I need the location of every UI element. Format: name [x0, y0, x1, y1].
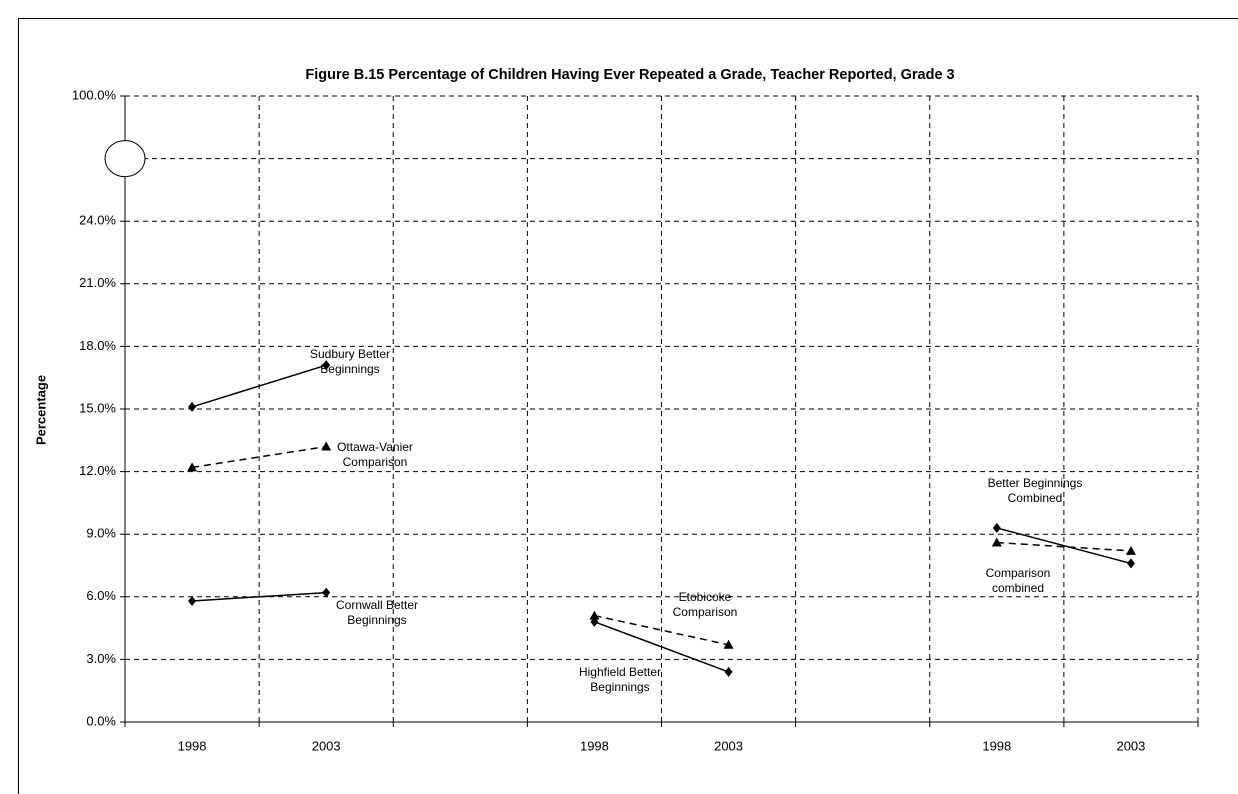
y-tick-label: 18.0%: [79, 338, 116, 353]
series-label: Better Beginnings Combined: [987, 476, 1083, 505]
y-tick-label: 9.0%: [86, 526, 116, 541]
point-marker: [187, 462, 198, 472]
series-label: Comparison combined: [985, 566, 1051, 595]
x-tick-label: 1998: [580, 738, 609, 753]
point-marker: [322, 587, 331, 598]
series-line: [594, 614, 729, 646]
y-tick-label: 12.0%: [79, 463, 116, 478]
y-tick-label: 15.0%: [79, 400, 116, 415]
chart-frame: [18, 18, 1238, 794]
x-tick-label: 2003: [1116, 738, 1145, 753]
point-marker: [724, 666, 733, 677]
y-tick-label: 24.0%: [79, 213, 116, 228]
point-marker: [1126, 558, 1135, 569]
point-marker: [723, 639, 734, 649]
point-marker: [188, 401, 197, 412]
axis-break: [104, 140, 146, 178]
chart-title: Figure B.15 Percentage of Children Havin…: [305, 67, 954, 83]
series-label: Etobicoke Comparison: [672, 590, 738, 619]
point-marker: [322, 360, 331, 371]
y-tick-label: 3.0%: [86, 651, 116, 666]
x-tick-label: 2003: [312, 738, 341, 753]
series-label: Cornwall Better Beginnings: [335, 598, 419, 627]
series-label: Sudbury Better Beginnings: [309, 347, 391, 376]
series-line: [996, 527, 1132, 565]
series-line: [191, 364, 327, 408]
series-label: Highfield Better Beginnings: [578, 665, 662, 694]
x-tick-label: 1998: [982, 738, 1011, 753]
y-tick-label: 21.0%: [79, 275, 116, 290]
y-tick-label: 6.0%: [86, 588, 116, 603]
point-marker: [188, 595, 197, 606]
point-marker: [991, 537, 1002, 547]
series-label: Ottawa-Vanier Comparison: [337, 440, 413, 469]
y-tick-label: 0.0%: [86, 713, 116, 728]
x-tick-label: 2003: [714, 738, 743, 753]
series-line: [594, 621, 729, 673]
point-marker: [589, 610, 600, 620]
series-line: [192, 591, 327, 602]
y-tick-label: 100.0%: [72, 87, 117, 102]
point-marker: [992, 522, 1001, 533]
series-line: [996, 541, 1131, 552]
y-axis-title: Percentage: [33, 375, 48, 445]
series-line: [191, 445, 327, 469]
point-marker: [321, 441, 332, 451]
point-marker: [1125, 545, 1136, 555]
x-tick-label: 1998: [178, 738, 207, 753]
